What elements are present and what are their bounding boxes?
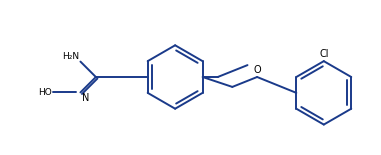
Text: H₂N: H₂N: [62, 52, 80, 61]
Text: HO: HO: [38, 88, 52, 97]
Text: N: N: [82, 93, 90, 103]
Text: O: O: [253, 65, 261, 75]
Text: Cl: Cl: [319, 49, 328, 59]
